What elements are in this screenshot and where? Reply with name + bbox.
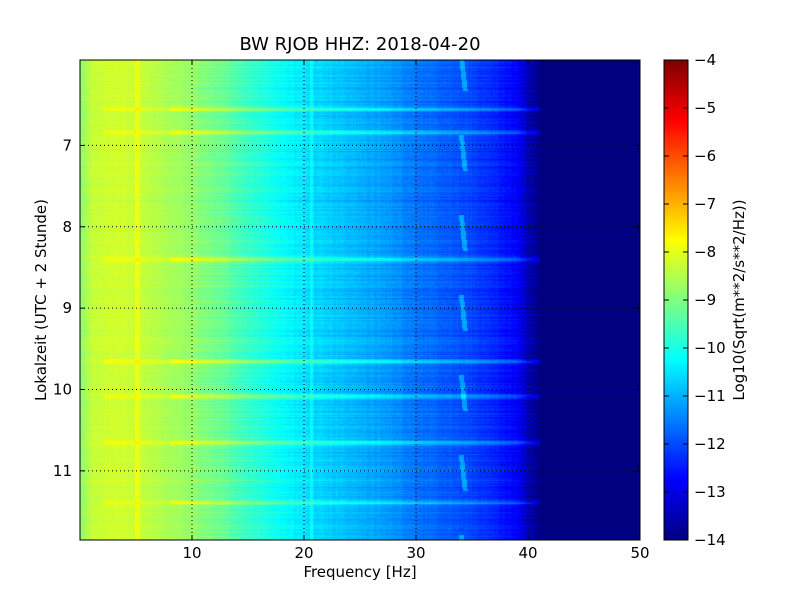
colorbar-label: Log10(Sqrt(m**2/s**2/Hz)) — [730, 199, 748, 400]
plot-area — [80, 60, 640, 540]
colorbar-tick-label: −12 — [694, 435, 726, 453]
colorbar-tick-label: −10 — [694, 339, 726, 357]
y-tick-label: 9 — [62, 299, 72, 317]
colorbar-tick-label: −6 — [694, 147, 716, 165]
colorbar-tick-label: −4 — [694, 51, 716, 69]
y-tick-label: 8 — [62, 218, 72, 236]
colorbar-ticks: −4 −5 −6 −7 −8 −9 −10 −11 −12 −13 −14 — [664, 51, 726, 549]
x-tick-label: 30 — [406, 544, 425, 562]
x-tick-label: 40 — [518, 544, 537, 562]
colorbar-tick-label: −5 — [694, 99, 716, 117]
colorbar-tick-label: −11 — [694, 387, 726, 405]
chart-title: BW RJOB HHZ: 2018-04-20 — [239, 34, 480, 55]
x-tick-label: 20 — [294, 544, 313, 562]
spectrogram-image — [80, 60, 640, 540]
colorbar-tick-label: −14 — [694, 531, 726, 549]
plot-frame — [79, 59, 641, 541]
y-axis: 7 8 9 10 11 — [53, 136, 640, 480]
y-tick-label: 7 — [62, 136, 72, 154]
colorbar-tick-label: −7 — [694, 195, 716, 213]
y-tick-label: 10 — [53, 380, 72, 398]
y-axis-label: Lokalzeit (UTC + 2 Stunde) — [32, 199, 50, 401]
colorbar-tick-label: −8 — [694, 243, 716, 261]
x-tick-label: 10 — [182, 544, 201, 562]
grid-lines — [80, 60, 640, 540]
y-tick-label: 11 — [53, 462, 72, 480]
x-axis-label: Frequency [Hz] — [303, 563, 416, 581]
colorbar-tick-label: −9 — [694, 291, 716, 309]
x-tick-label: 50 — [630, 544, 649, 562]
x-axis: 10 20 30 40 50 — [182, 60, 650, 562]
colorbar-tick-label: −13 — [694, 483, 726, 501]
